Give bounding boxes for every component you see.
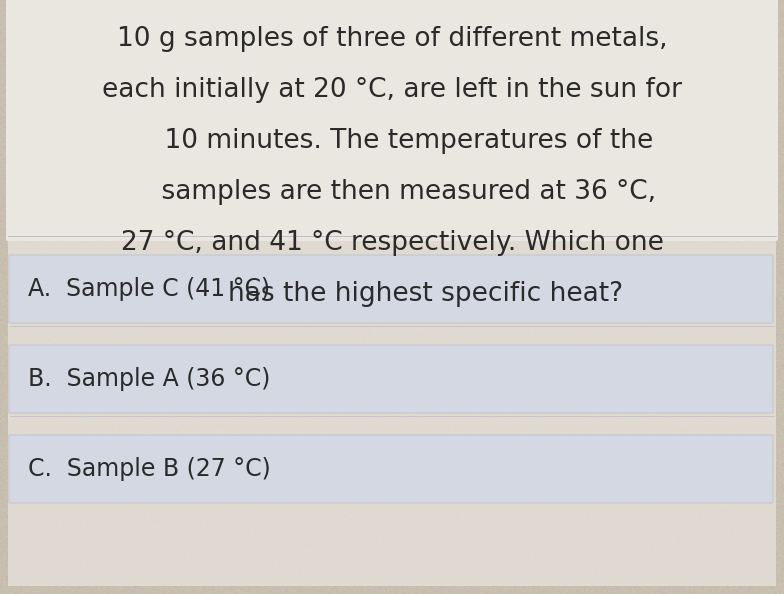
Text: C.  Sample B (27 °C): C. Sample B (27 °C) — [28, 457, 270, 481]
FancyBboxPatch shape — [9, 255, 773, 323]
Text: 10 minutes. The temperatures of the: 10 minutes. The temperatures of the — [131, 128, 653, 154]
Text: B.  Sample A (36 °C): B. Sample A (36 °C) — [28, 367, 270, 391]
Text: 10 g samples of three of different metals,: 10 g samples of three of different metal… — [117, 26, 667, 52]
FancyBboxPatch shape — [6, 0, 778, 241]
FancyBboxPatch shape — [8, 8, 776, 586]
Text: each initially at 20 °C, are left in the sun for: each initially at 20 °C, are left in the… — [102, 77, 682, 103]
FancyBboxPatch shape — [9, 345, 773, 413]
Text: A.  Sample C (41 °C): A. Sample C (41 °C) — [28, 277, 270, 301]
FancyBboxPatch shape — [9, 435, 773, 503]
Text: 27 °C, and 41 °C respectively. Which one: 27 °C, and 41 °C respectively. Which one — [121, 230, 663, 256]
Text: samples are then measured at 36 °C,: samples are then measured at 36 °C, — [128, 179, 656, 205]
Text: has the highest specific heat?: has the highest specific heat? — [161, 281, 623, 307]
